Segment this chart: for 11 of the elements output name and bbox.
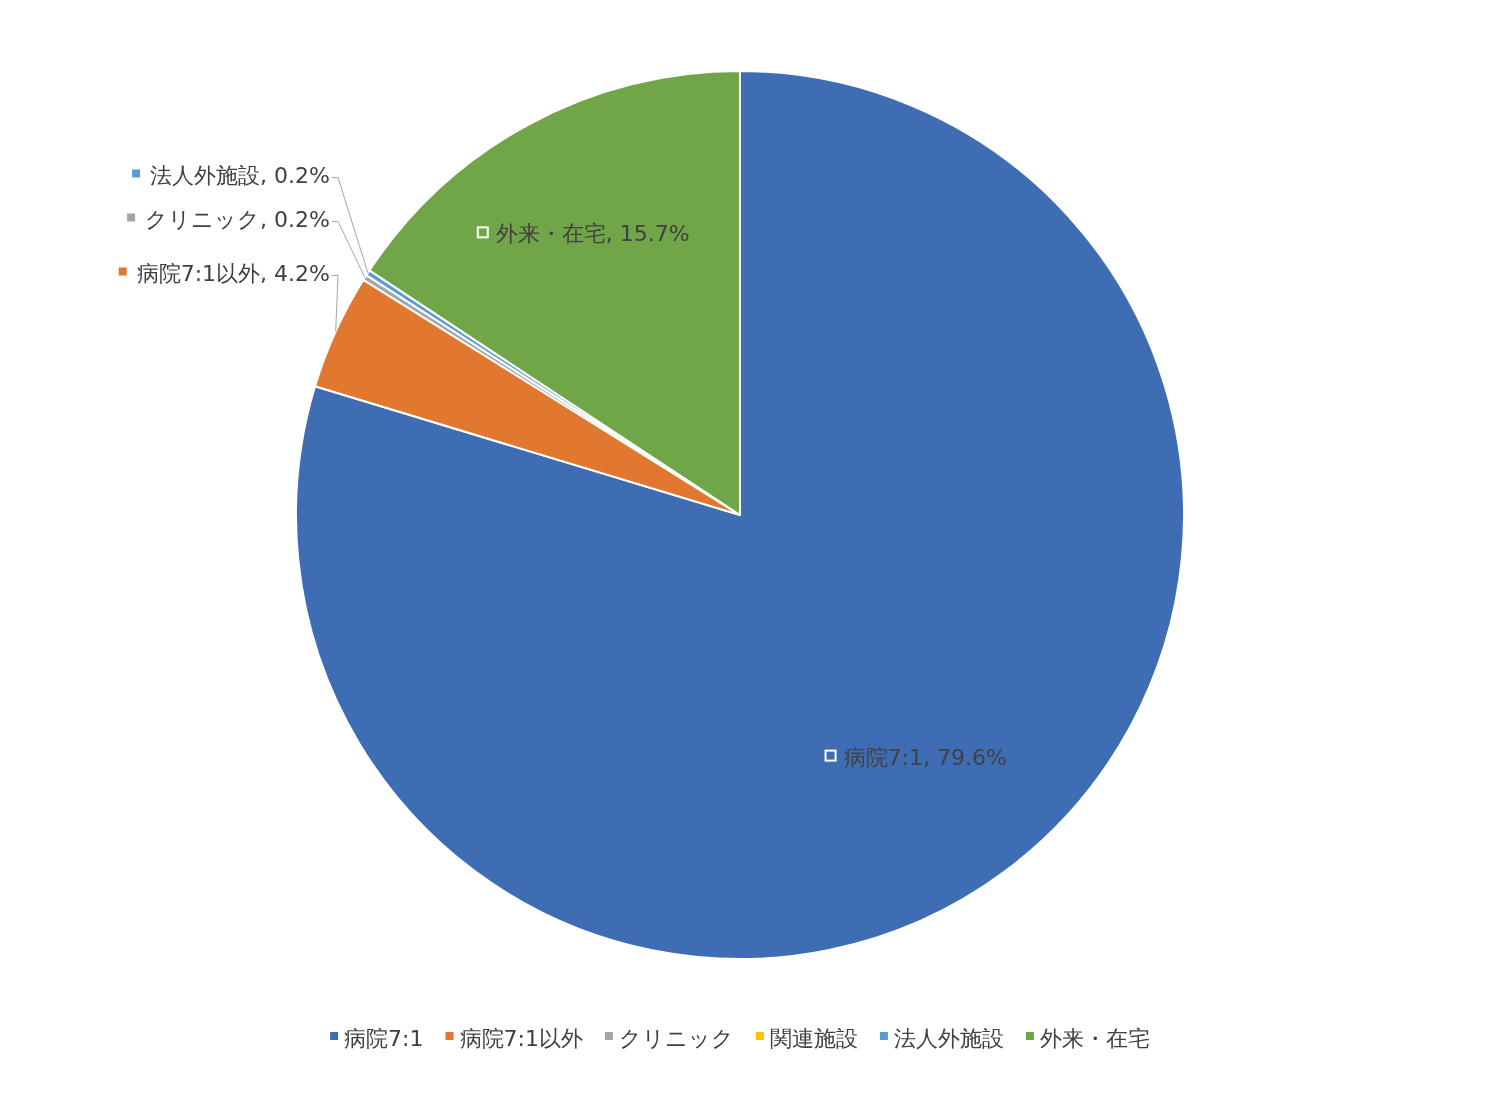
legend-label: クリニック bbox=[618, 1026, 734, 1051]
data-label: 法人外施設, 0.2% bbox=[150, 163, 330, 189]
data-label: 外来・在宅, 15.7% bbox=[495, 221, 690, 247]
data-label: クリニック, 0.2% bbox=[145, 207, 330, 233]
legend-label: 法人外施設 bbox=[893, 1026, 1004, 1051]
data-label: 病院7:1, 79.6% bbox=[843, 744, 1007, 770]
data-label: 病院7:1以外, 4.2% bbox=[136, 261, 330, 287]
legend-label: 関連施設 bbox=[769, 1026, 858, 1051]
legend-label: 外来・在宅 bbox=[1039, 1026, 1150, 1051]
legend-label: 病院7:1 bbox=[344, 1026, 424, 1051]
legend-label: 病院7:1以外 bbox=[459, 1026, 583, 1051]
